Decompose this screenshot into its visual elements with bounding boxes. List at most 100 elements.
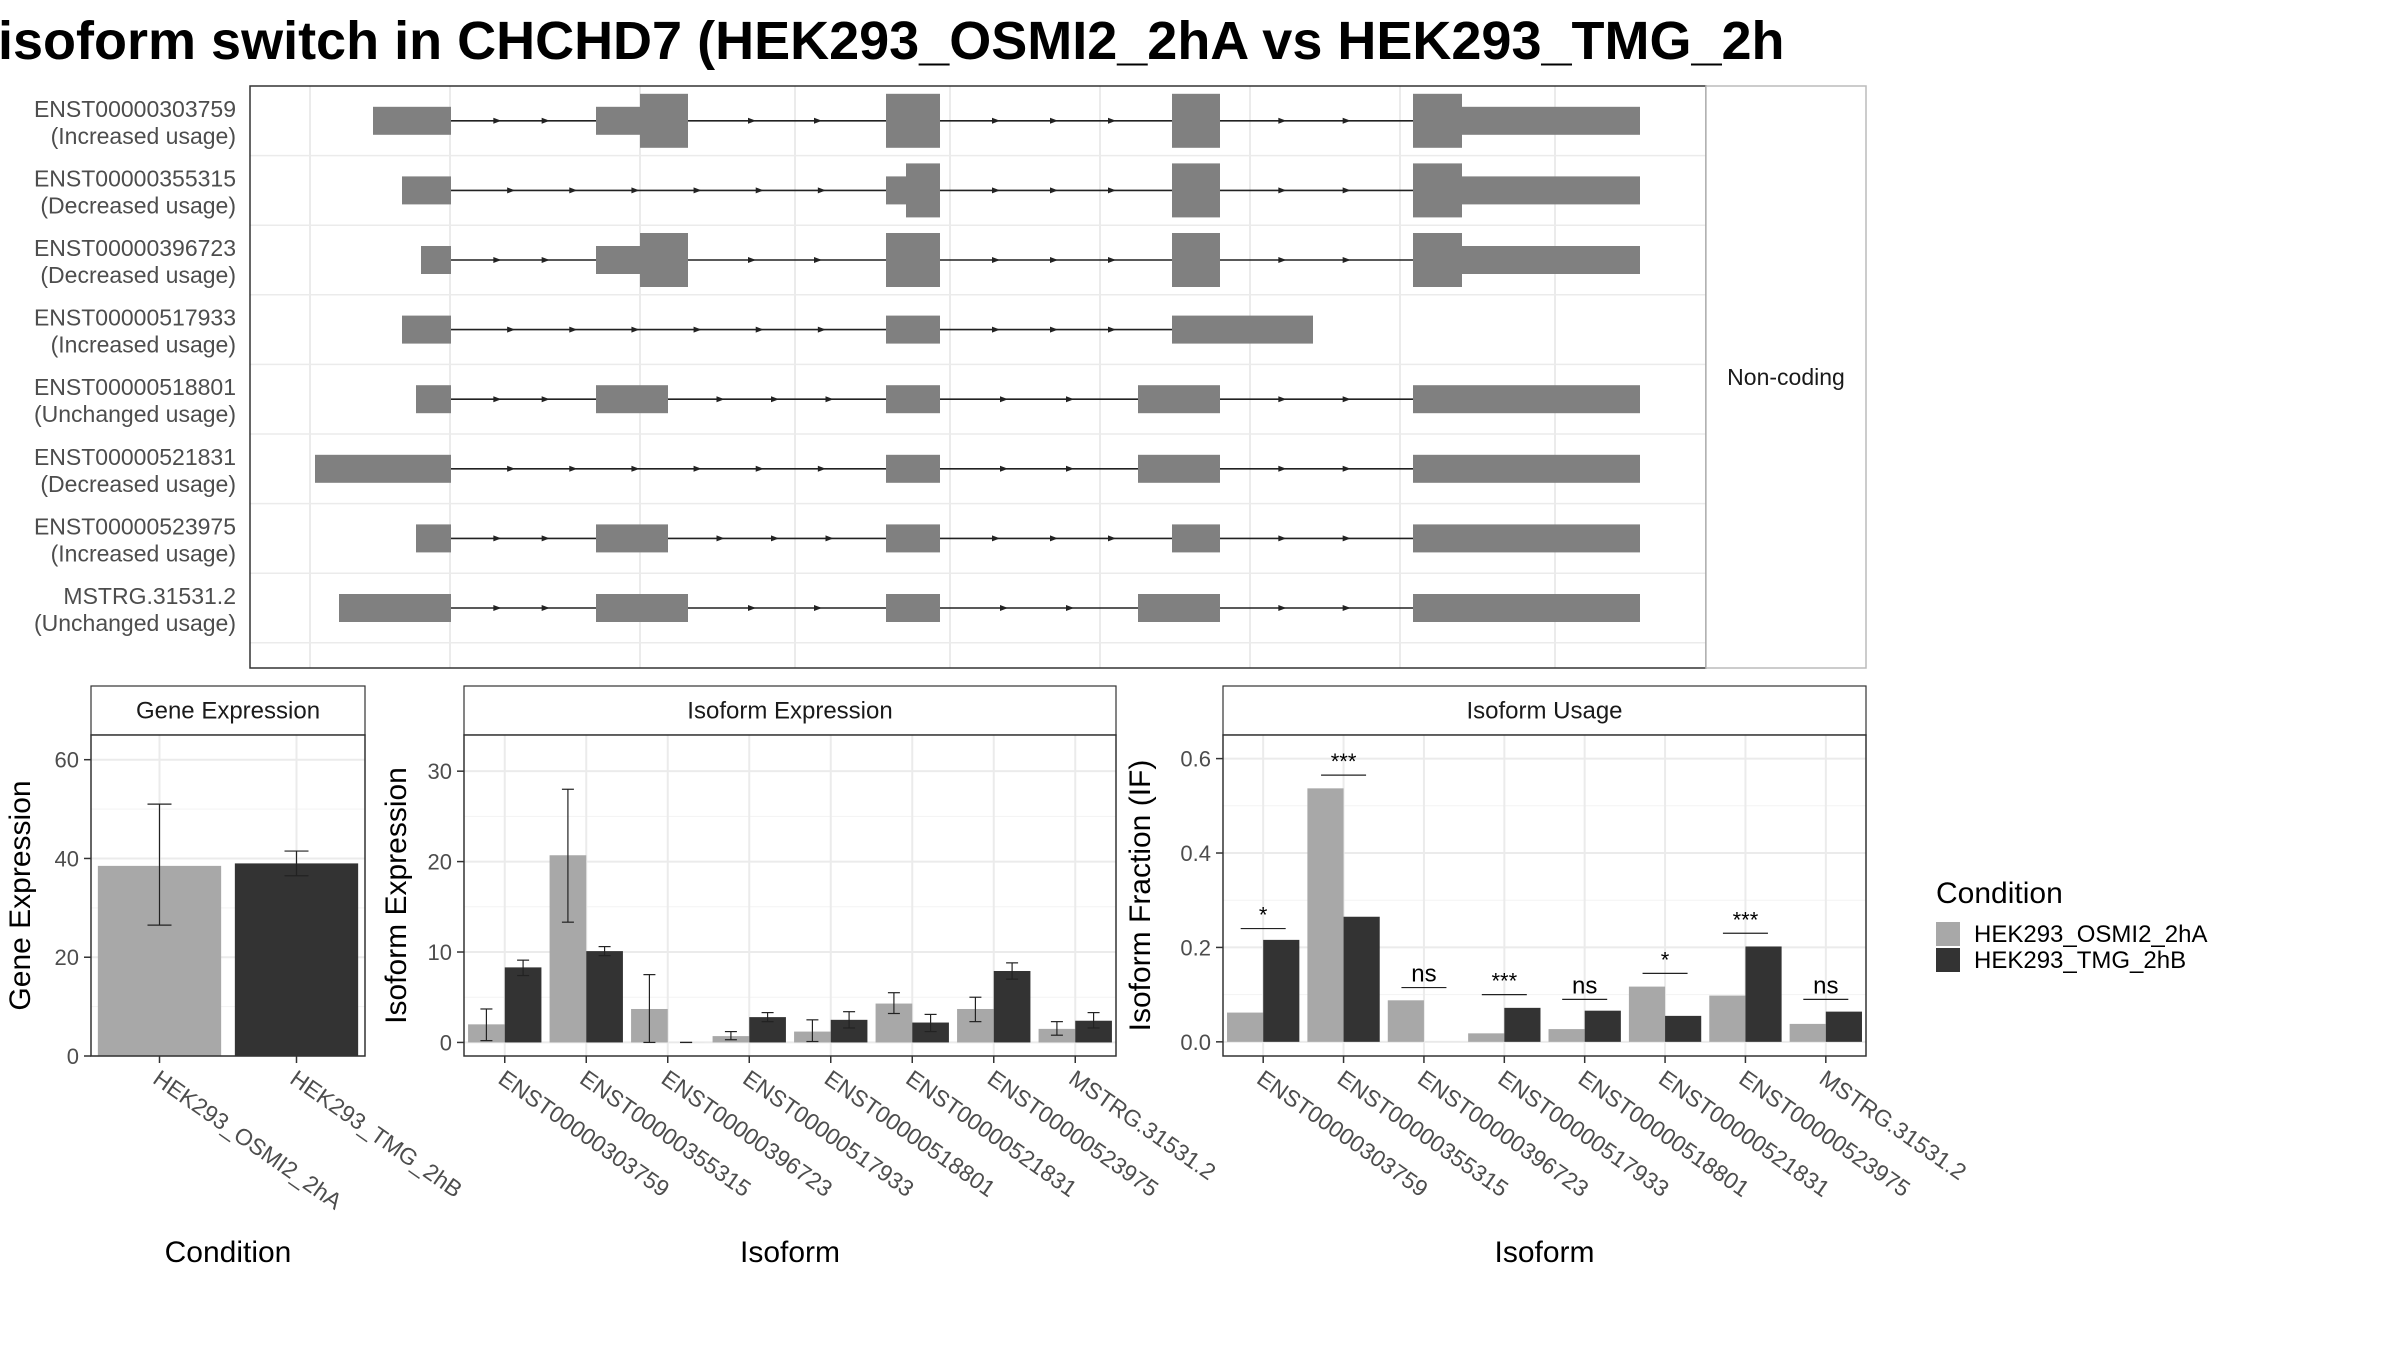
- intron-direction-arrow: [1066, 396, 1074, 403]
- figure-title: ne isoform switch in CHCHD7 (HEK293_OSMI…: [0, 11, 1785, 71]
- exon-block: [1172, 524, 1220, 553]
- isoform-usage-label: (Unchanged usage): [34, 610, 236, 636]
- isoform-expression-y-axis-title: Isoform Expression: [380, 767, 413, 1024]
- exon-block: [416, 524, 451, 553]
- legend-swatch: [1936, 922, 1960, 946]
- intron-direction-arrow: [507, 187, 516, 194]
- intron-direction-arrow: [1108, 117, 1116, 124]
- exon-block: [1413, 385, 1640, 414]
- intron-direction-arrow: [992, 187, 1000, 194]
- intron-direction-arrow: [631, 326, 640, 333]
- isoform-usage-significance-label: ***: [1491, 969, 1517, 994]
- intron-direction-arrow: [493, 535, 502, 542]
- gene-expression-y-tick-label: 0: [67, 1044, 79, 1069]
- isoform-expression-y-tick-label: 30: [428, 759, 452, 784]
- isoform-usage-x-axis-title: Isoform: [1494, 1236, 1594, 1269]
- exon-block: [1172, 315, 1313, 344]
- intron-direction-arrow: [748, 117, 756, 124]
- exon-block: [886, 93, 940, 148]
- intron-direction-arrow: [748, 605, 756, 611]
- intron-direction-arrow: [1278, 187, 1287, 194]
- isoform-usage-significance-label: ns: [1572, 972, 1597, 999]
- isoform-expression-bar: [586, 951, 623, 1043]
- isoform-usage-bar: [1628, 986, 1666, 1042]
- exon-block: [1413, 93, 1462, 148]
- intron-direction-arrow: [541, 257, 550, 263]
- exon-block: [1172, 163, 1220, 218]
- intron-direction-arrow: [1108, 326, 1116, 333]
- isoform-structure-id: ENST00000521831: [34, 444, 236, 470]
- isoform-structure-id: ENST00000303759: [34, 96, 236, 122]
- exon-block: [315, 454, 451, 483]
- gene-expression-x-axis-title: Condition: [165, 1236, 292, 1269]
- intron-direction-arrow: [992, 117, 1000, 124]
- isoform-usage-significance-label: ***: [1733, 907, 1759, 932]
- isoform-usage-bar: [1343, 916, 1380, 1042]
- legend-label: HEK293_TMG_2hB: [1974, 947, 2186, 974]
- isoform-expression-strip-title: Isoform Expression: [687, 698, 892, 725]
- intron-direction-arrow: [771, 396, 779, 403]
- isoform-usage-bar: [1745, 946, 1782, 1042]
- isoform-expression-bar: [1075, 1020, 1112, 1043]
- isoform-structure-id: ENST00000355315: [34, 165, 236, 191]
- intron-direction-arrow: [1342, 535, 1351, 542]
- isoform-usage-label: (Decreased usage): [40, 471, 236, 497]
- intron-direction-arrow: [1000, 465, 1008, 472]
- isoform-expression-bar: [912, 1022, 949, 1043]
- intron-direction-arrow: [1000, 605, 1008, 611]
- isoform-expression-panel: Isoform Expression0102030ENST00000303759…: [380, 685, 1221, 1269]
- isoform-usage-label: (Decreased usage): [40, 262, 236, 288]
- gene-expression-strip: [90, 685, 366, 736]
- isoform-usage-bar: [1387, 1000, 1424, 1042]
- isoform-usage-label: (Increased usage): [51, 332, 236, 358]
- intron-direction-arrow: [1278, 117, 1287, 124]
- intron-direction-arrow: [748, 257, 756, 263]
- exon-block: [1172, 233, 1220, 287]
- exon-block: [1413, 524, 1640, 553]
- isoform-expression-y-tick-label: 0: [440, 1030, 452, 1055]
- isoform-usage-significance-label: ns: [1411, 961, 1436, 988]
- intron-direction-arrow: [493, 257, 502, 263]
- isoform-expression-y-tick-label: 20: [428, 850, 452, 875]
- intron-direction-arrow: [992, 535, 1000, 542]
- exon-block: [886, 385, 940, 414]
- gene-expression-y-tick-label: 40: [55, 846, 79, 871]
- isoform-structure-id: ENST00000396723: [34, 235, 236, 261]
- isoform-structure-id: MSTRG.31531.2: [63, 583, 236, 609]
- gene-expression-y-axis-title: Gene Expression: [4, 780, 37, 1010]
- legend-title: Condition: [1936, 877, 2063, 910]
- isoform-usage-bar: [1468, 1033, 1505, 1042]
- intron-direction-arrow: [1342, 117, 1351, 124]
- exon-block: [596, 385, 668, 414]
- exon-block: [1462, 106, 1640, 135]
- exon-block: [1462, 176, 1640, 205]
- intron-direction-arrow: [1278, 396, 1287, 403]
- exon-block: [1138, 385, 1220, 414]
- isoform-expression-bar: [830, 1019, 868, 1043]
- structure-facet-strip: [1705, 85, 1867, 669]
- intron-direction-arrow: [493, 117, 502, 124]
- intron-direction-arrow: [814, 117, 822, 124]
- intron-direction-arrow: [541, 117, 550, 124]
- exon-block: [906, 163, 940, 218]
- isoform-structure-id: ENST00000523975: [34, 513, 236, 539]
- intron-direction-arrow: [569, 465, 578, 472]
- gene-expression-y-tick-label: 20: [55, 945, 79, 970]
- intron-direction-arrow: [693, 326, 702, 333]
- intron-direction-arrow: [1278, 605, 1287, 611]
- intron-direction-arrow: [1050, 257, 1058, 263]
- isoform-usage-significance-label: *: [1259, 903, 1268, 928]
- structure-panel-background: [250, 86, 1706, 668]
- intron-direction-arrow: [693, 187, 702, 194]
- intron-direction-arrow: [992, 326, 1000, 333]
- intron-direction-arrow: [507, 465, 516, 472]
- exon-block: [596, 106, 640, 135]
- intron-direction-arrow: [1342, 187, 1351, 194]
- isoform-usage-bar: [1227, 1012, 1264, 1042]
- isoform-usage-bar: [1584, 1010, 1621, 1042]
- isoform-usage-label: (Increased usage): [51, 540, 236, 566]
- exon-block: [1172, 93, 1220, 148]
- exon-block: [421, 246, 451, 274]
- isoform-structure-id: ENST00000518801: [34, 374, 236, 400]
